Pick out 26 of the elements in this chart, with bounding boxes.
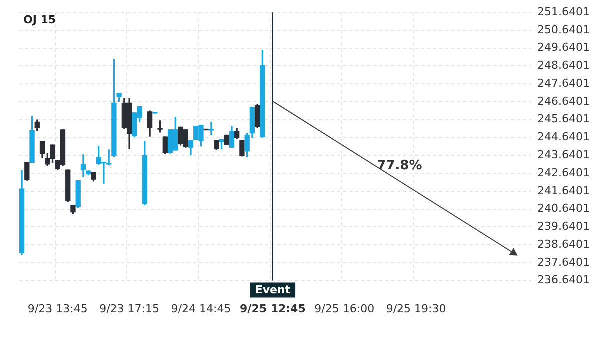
- x-tick-label: 9/24 14:45: [171, 302, 232, 316]
- y-tick-label: 236.6401: [538, 274, 590, 287]
- y-tick-label: 237.6401: [538, 256, 590, 269]
- x-tick-label: 9/23 17:15: [100, 302, 160, 316]
- y-tick-label: 243.6401: [538, 148, 590, 162]
- y-tick-label: 240.6401: [538, 202, 590, 216]
- y-tick-label: 241.6401: [538, 184, 590, 198]
- y-tick-label: 242.6401: [538, 166, 590, 180]
- x-tick-label: 9/23 13:45: [28, 302, 88, 316]
- annotation: 77.8%: [377, 158, 422, 174]
- chart-title: OJ 15: [23, 13, 56, 26]
- x-tick-label: 9/25 12:45: [240, 302, 306, 316]
- ref-line-label: Event: [255, 284, 291, 297]
- x-tick-label: 9/25 16:00: [314, 302, 375, 316]
- y-tick-label: 248.6401: [538, 59, 590, 72]
- y-tick-label: 245.6401: [538, 112, 590, 126]
- y-tick-label: 250.6401: [538, 23, 590, 36]
- y-tick-label: 246.6401: [538, 94, 590, 108]
- candlestick: [208, 122, 214, 136]
- y-tick-label: 249.6401: [538, 41, 590, 54]
- y-tick-label: 244.6401: [538, 130, 590, 144]
- y-tick-label: 239.6401: [538, 220, 590, 234]
- y-tick-label: 247.6401: [538, 76, 590, 90]
- y-tick-label: 238.6401: [538, 238, 590, 251]
- x-tick-label: 9/25 19:30: [386, 302, 446, 316]
- y-tick-label: 251.6401: [538, 5, 590, 18]
